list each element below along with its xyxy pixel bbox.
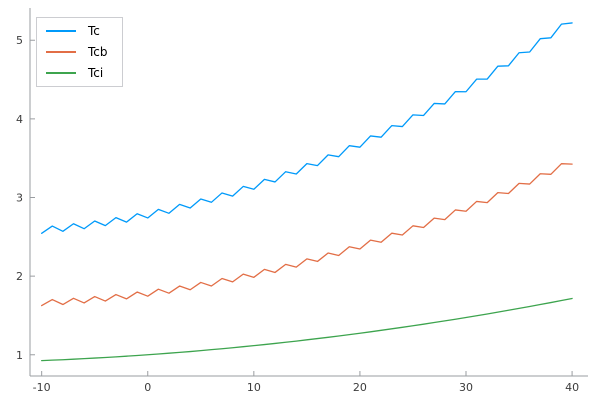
x-tick-label: -10 bbox=[33, 381, 51, 394]
legend-line-sample bbox=[46, 51, 76, 53]
series-line-tcb bbox=[41, 163, 573, 307]
x-tick-label: 40 bbox=[565, 381, 579, 394]
legend: Tc Tcb Tci bbox=[36, 17, 123, 87]
y-tick-label: 2 bbox=[16, 270, 23, 283]
series-line-tci bbox=[41, 297, 573, 362]
y-tick-label: 4 bbox=[16, 113, 23, 126]
x-tick-label: 20 bbox=[353, 381, 367, 394]
legend-label: Tcb bbox=[88, 45, 108, 59]
series-line-tc bbox=[41, 22, 573, 234]
legend-line-sample bbox=[46, 30, 76, 32]
y-tick-label: 1 bbox=[16, 349, 23, 362]
x-tick-label: 30 bbox=[459, 381, 473, 394]
legend-label: Tci bbox=[88, 66, 104, 80]
x-tick-label: 10 bbox=[247, 381, 261, 394]
legend-entry-tcb: Tcb bbox=[46, 44, 108, 60]
y-tick-label: 5 bbox=[16, 34, 23, 47]
legend-line-sample bbox=[46, 72, 76, 74]
legend-entry-tci: Tci bbox=[46, 65, 108, 81]
legend-entry-tc: Tc bbox=[46, 23, 108, 39]
legend-label: Tc bbox=[88, 24, 100, 38]
x-tick-label: 0 bbox=[144, 381, 151, 394]
y-tick-label: 3 bbox=[16, 192, 23, 205]
